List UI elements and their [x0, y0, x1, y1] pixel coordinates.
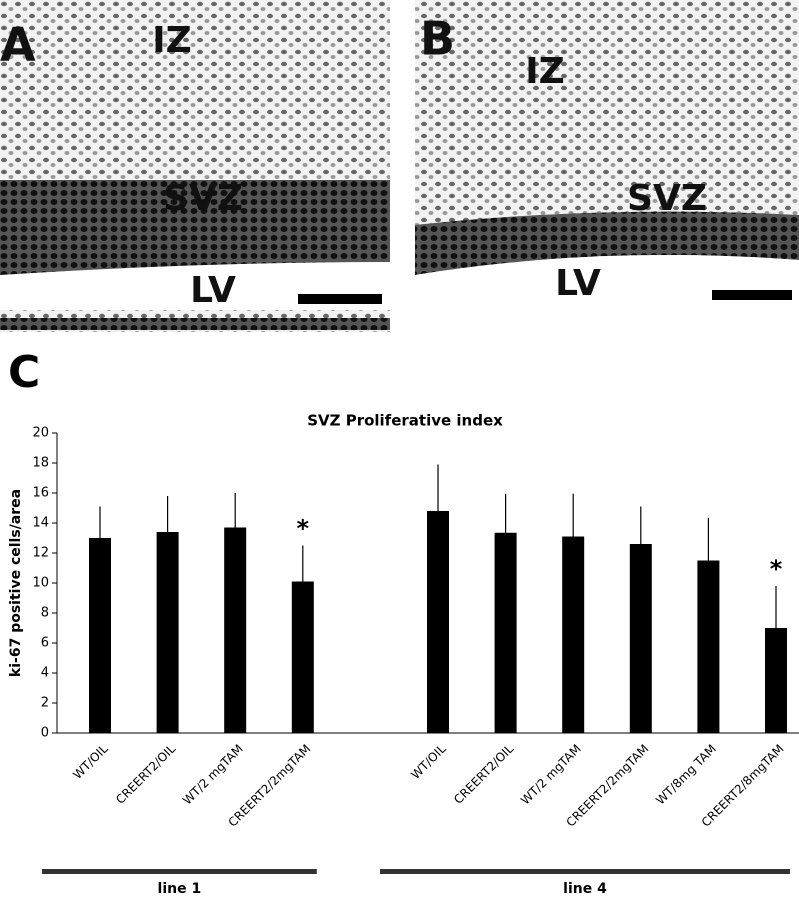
bar	[765, 628, 787, 733]
x-tick-label: CREERT2/OIL	[113, 741, 178, 806]
bar	[629, 544, 652, 733]
y-tick-label: 20	[32, 426, 49, 441]
region-label: SVZ	[163, 178, 243, 219]
bar	[494, 532, 517, 733]
micrograph-a	[0, 0, 390, 332]
y-tick-label: 14	[32, 516, 49, 531]
region-label: LV	[555, 263, 601, 304]
y-tick-label: 8	[41, 606, 49, 621]
micrograph-b	[415, 0, 799, 310]
y-tick-label: 2	[41, 696, 49, 711]
group-label: line 4	[563, 881, 607, 897]
chart-title: SVZ Proliferative index	[307, 412, 503, 430]
significance-mark: *	[297, 515, 310, 543]
micrograph-label: A	[0, 18, 36, 72]
bar	[562, 536, 585, 733]
region-label: LV	[190, 270, 236, 311]
x-tick-label: WT/8mg TAM	[653, 742, 719, 808]
region-label: SVZ	[627, 178, 707, 219]
x-tick-label: WT/2 mgTAM	[180, 742, 246, 808]
y-axis-label: ki-67 positive cells/area	[8, 489, 24, 677]
group-bracket	[42, 869, 317, 874]
y-tick-label: 16	[32, 486, 49, 501]
y-tick-label: 4	[41, 666, 49, 681]
panel-label: C	[8, 347, 40, 398]
micrograph-label: B	[420, 12, 455, 66]
x-tick-label: CREERT2/OIL	[451, 741, 516, 806]
bar	[224, 527, 247, 733]
bar	[427, 511, 449, 733]
bar	[697, 560, 720, 733]
bar	[89, 538, 111, 733]
group-bracket	[380, 869, 790, 874]
region-label: IZ	[525, 51, 565, 92]
y-tick-label: 12	[32, 546, 49, 561]
y-tick-label: 0	[41, 726, 49, 741]
y-tick-label: 18	[32, 456, 49, 471]
y-tick-label: 6	[41, 636, 49, 651]
bar	[156, 532, 179, 733]
y-tick-label: 10	[32, 576, 49, 591]
region-label: IZ	[152, 20, 192, 61]
bar	[291, 581, 314, 733]
x-tick-label: WT/OIL	[408, 741, 448, 781]
x-tick-label: WT/OIL	[70, 741, 110, 781]
x-tick-label: WT/2 mgTAM	[518, 742, 584, 808]
significance-mark: *	[770, 555, 783, 583]
group-label: line 1	[158, 881, 202, 897]
